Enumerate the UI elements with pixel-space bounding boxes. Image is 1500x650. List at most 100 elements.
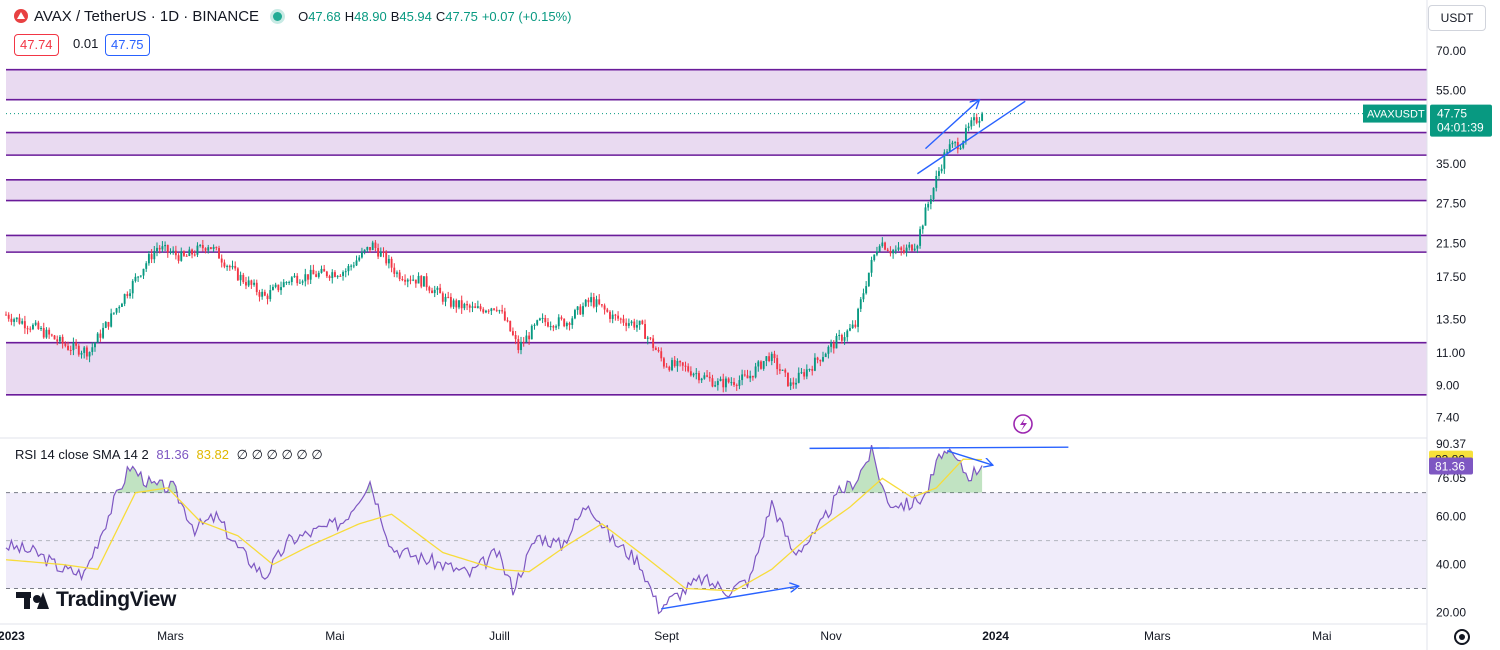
- candle-body: [908, 244, 911, 248]
- price-axis-tick: 55.00: [1436, 84, 1466, 98]
- candle: [67, 341, 69, 351]
- candle-body: [830, 342, 833, 347]
- candle: [940, 164, 943, 174]
- candle: [290, 276, 293, 286]
- candle: [164, 241, 167, 251]
- candle-body: [956, 142, 959, 150]
- candle-body: [137, 276, 140, 278]
- settings-gear-icon[interactable]: [1454, 629, 1470, 645]
- candle: [668, 365, 671, 372]
- candle-body: [724, 378, 727, 388]
- candle-body: [719, 378, 722, 381]
- candle-body: [104, 322, 107, 328]
- candle-body: [271, 286, 274, 291]
- candle-body: [420, 275, 423, 287]
- candle: [684, 361, 687, 372]
- candle: [293, 273, 296, 278]
- candle-body: [406, 279, 409, 282]
- candle-body: [177, 255, 180, 261]
- candle: [5, 311, 7, 316]
- candle: [714, 381, 717, 388]
- candle-body: [644, 324, 646, 339]
- candle: [153, 245, 156, 264]
- last-price-value: 47.75: [1437, 107, 1467, 121]
- candle: [698, 370, 700, 384]
- market-open-icon: [273, 11, 283, 21]
- candle-body: [53, 335, 56, 340]
- candle: [131, 279, 134, 299]
- candle: [471, 301, 474, 313]
- candle-body: [579, 306, 582, 315]
- candle-body: [552, 326, 555, 328]
- candle-body: [614, 314, 617, 316]
- candle-body: [975, 117, 978, 123]
- candle-body: [18, 317, 21, 324]
- candle: [102, 323, 105, 340]
- candle-body: [371, 242, 374, 250]
- candle-body: [48, 329, 51, 335]
- currency-selector[interactable]: USDT: [1428, 5, 1486, 31]
- candle: [26, 325, 29, 335]
- candle: [177, 253, 180, 264]
- candle-body: [530, 325, 533, 340]
- candle: [458, 300, 460, 310]
- candle: [892, 248, 895, 259]
- candle: [250, 279, 253, 289]
- candle-body: [274, 284, 277, 287]
- candle: [99, 329, 102, 342]
- candle-body: [730, 382, 733, 384]
- candle-body: [153, 251, 156, 260]
- candle: [94, 341, 96, 352]
- candle-body: [981, 113, 984, 121]
- candle-body: [369, 247, 371, 250]
- sell-price-button[interactable]: 47.74: [14, 34, 59, 56]
- candle: [929, 195, 932, 210]
- candle-body: [641, 320, 644, 325]
- candle-body: [64, 343, 67, 346]
- candle-body: [576, 306, 579, 311]
- symbol-header[interactable]: AVAX / TetherUS · 1D · BINANCE O47.68 H4…: [14, 6, 575, 26]
- symbol-price-tag-label: AVAXUSDT: [1367, 109, 1425, 121]
- candle-body: [867, 272, 870, 287]
- candle-body: [778, 369, 781, 371]
- candle-body: [703, 375, 706, 379]
- candle-body: [498, 310, 501, 312]
- buy-price-button[interactable]: 47.75: [105, 34, 150, 56]
- candle-body: [83, 347, 86, 353]
- candle-body: [339, 275, 342, 277]
- tradingview-logo[interactable]: TradingView: [16, 588, 176, 612]
- candle-body: [547, 322, 549, 327]
- candle: [644, 319, 646, 340]
- candle-body: [776, 358, 779, 370]
- candle: [619, 317, 622, 324]
- candle: [660, 347, 663, 362]
- candle: [730, 377, 733, 386]
- lightning-icon-bolt: [1020, 418, 1027, 431]
- candle-body: [886, 249, 889, 251]
- candle-body: [932, 187, 935, 200]
- candle: [436, 286, 439, 295]
- candle: [69, 345, 72, 356]
- rsi-legend[interactable]: RSI 14 close SMA 14 2 81.36 83.82 ∅ ∅ ∅ …: [15, 447, 323, 463]
- candle: [579, 304, 582, 316]
- candle-body: [215, 247, 218, 249]
- candle-body: [360, 251, 363, 258]
- candle: [301, 279, 304, 286]
- candle: [452, 298, 455, 309]
- rsi-axis: 20.00 40.00 60.00 76.05 90.37: [1436, 437, 1466, 620]
- candle-body: [250, 280, 253, 285]
- time-axis-label: Sept: [654, 629, 679, 643]
- symbol-title[interactable]: AVAX / TetherUS · 1D · BINANCE: [34, 7, 260, 25]
- candle-body: [878, 246, 881, 252]
- candle: [765, 356, 768, 367]
- candle-body: [924, 207, 927, 226]
- candle-body: [652, 338, 655, 348]
- candle-body: [533, 324, 536, 326]
- candle-body: [959, 147, 962, 150]
- candle-body: [485, 310, 487, 313]
- candle: [822, 351, 824, 363]
- candle-body: [851, 324, 854, 329]
- candle-body: [751, 375, 754, 378]
- candle: [196, 242, 199, 258]
